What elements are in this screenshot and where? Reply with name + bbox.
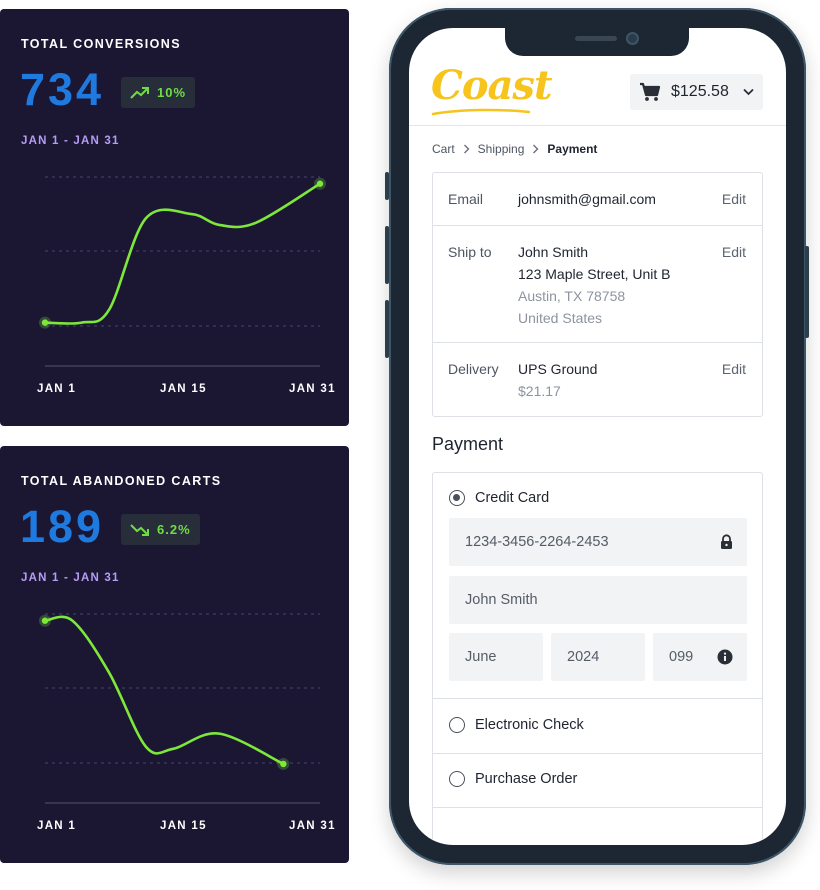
option-divider bbox=[433, 753, 762, 754]
radio-unselected-icon[interactable] bbox=[449, 771, 465, 787]
radio-unselected-icon[interactable] bbox=[449, 717, 465, 733]
chevron-right-icon bbox=[463, 144, 470, 154]
trend-up-icon bbox=[130, 86, 149, 99]
data-point bbox=[41, 617, 49, 624]
phone-power-button bbox=[805, 246, 809, 338]
breadcrumb-payment: Payment bbox=[547, 142, 598, 156]
option-purchase-order[interactable]: Purchase Order bbox=[433, 771, 762, 787]
phone-notch bbox=[505, 28, 689, 56]
front-camera bbox=[626, 32, 639, 45]
expiry-year-input[interactable]: 2024 bbox=[551, 633, 645, 681]
x-tick-label: JAN 31 bbox=[289, 383, 336, 395]
abandoned-carts-line-chart bbox=[39, 613, 320, 804]
summary-ship-to-row: Ship to John Smith 123 Maple Street, Uni… bbox=[433, 226, 762, 343]
shopping-cart-icon bbox=[640, 82, 661, 101]
abandoned-carts-value: 189 bbox=[20, 501, 105, 552]
info-icon[interactable] bbox=[717, 649, 733, 665]
cart-total-button[interactable]: $125.58 bbox=[630, 74, 763, 110]
phone-screen: Coast $125.58 Cart Shipping Payment Emai… bbox=[409, 28, 786, 845]
phone-volume-down bbox=[385, 300, 389, 358]
radio-selected-icon[interactable] bbox=[449, 490, 465, 506]
conversions-card: TOTAL CONVERSIONS 734 10% JAN 1 - JAN 31… bbox=[0, 9, 349, 426]
change-badge: 10% bbox=[121, 77, 196, 108]
x-tick-label: JAN 31 bbox=[289, 820, 336, 832]
coast-logo[interactable]: Coast bbox=[431, 62, 552, 109]
breadcrumb-shipping[interactable]: Shipping bbox=[477, 142, 525, 156]
phone-mute-switch bbox=[385, 172, 389, 200]
cvv-value: 099 bbox=[669, 649, 694, 665]
phone-volume-up bbox=[385, 226, 389, 284]
speaker-grille bbox=[575, 36, 617, 41]
x-tick-label: JAN 15 bbox=[160, 820, 207, 832]
option-divider bbox=[433, 698, 762, 699]
option-electronic-check[interactable]: Electronic Check bbox=[433, 717, 762, 733]
option-label: Credit Card bbox=[475, 490, 550, 506]
delivery-label: Delivery bbox=[448, 361, 499, 377]
conversions-value: 734 bbox=[20, 64, 105, 115]
edit-email-link[interactable]: Edit bbox=[721, 191, 746, 207]
option-credit-card[interactable]: Credit Card bbox=[433, 490, 762, 506]
conversions-line-chart bbox=[39, 176, 326, 367]
ship-to-label: Ship to bbox=[448, 244, 492, 260]
card-title: TOTAL CONVERSIONS bbox=[21, 37, 181, 51]
email-value: johnsmith@gmail.com bbox=[518, 191, 656, 207]
logo-underline-swash bbox=[431, 108, 531, 116]
app-header: Coast $125.58 bbox=[409, 56, 786, 126]
expiry-month-input[interactable]: June bbox=[449, 633, 543, 681]
payment-heading: Payment bbox=[432, 434, 504, 454]
cardholder-name-input[interactable]: John Smith bbox=[449, 576, 747, 624]
lock-icon bbox=[721, 534, 732, 549]
breadcrumb: Cart Shipping Payment bbox=[432, 142, 597, 156]
payment-options: Credit Card 1234-3456-2264-2453 John Smi… bbox=[432, 472, 763, 845]
x-tick-label: JAN 1 bbox=[37, 820, 77, 832]
change-badge: 6.2% bbox=[121, 514, 200, 545]
order-summary: Email johnsmith@gmail.com Edit Ship to J… bbox=[432, 172, 763, 417]
trend-down-icon bbox=[130, 523, 149, 536]
cvv-input[interactable]: 099 bbox=[653, 633, 747, 681]
chevron-down-icon bbox=[743, 88, 754, 96]
data-point bbox=[41, 319, 49, 326]
chevron-right-icon bbox=[533, 144, 539, 154]
abandoned-carts-card: TOTAL ABANDONED CARTS 189 6.2% JAN 1 - J… bbox=[0, 446, 349, 863]
x-tick-label: JAN 1 bbox=[37, 383, 77, 395]
expiry-month-value: June bbox=[465, 649, 497, 665]
series-line bbox=[43, 615, 285, 766]
ship-to-country: United States bbox=[518, 310, 603, 326]
card-number-input[interactable]: 1234-3456-2264-2453 bbox=[449, 518, 747, 566]
edit-ship-to-link[interactable]: Edit bbox=[721, 244, 746, 260]
change-percent: 10% bbox=[157, 85, 187, 100]
ship-to-name: John Smith bbox=[518, 244, 589, 260]
card-title: TOTAL ABANDONED CARTS bbox=[21, 474, 222, 488]
date-range: JAN 1 - JAN 31 bbox=[21, 135, 120, 147]
breadcrumb-cart[interactable]: Cart bbox=[432, 142, 455, 156]
expiry-year-value: 2024 bbox=[567, 649, 600, 665]
delivery-info: UPS Ground $21.17 bbox=[518, 358, 597, 402]
data-point bbox=[280, 760, 287, 768]
card-number-value: 1234-3456-2264-2453 bbox=[465, 534, 609, 550]
ship-to-city: Austin, TX 78758 bbox=[518, 288, 626, 304]
option-divider bbox=[433, 807, 762, 808]
option-label: Electronic Check bbox=[475, 717, 584, 733]
delivery-method: UPS Ground bbox=[518, 361, 598, 377]
delivery-price: $21.17 bbox=[518, 383, 561, 399]
cardholder-name-value: John Smith bbox=[465, 592, 538, 608]
email-label: Email bbox=[448, 191, 484, 207]
ship-to-street: 123 Maple Street, Unit B bbox=[518, 266, 671, 282]
series-line bbox=[43, 182, 322, 325]
ship-to-address: John Smith 123 Maple Street, Unit B Aust… bbox=[518, 241, 671, 329]
edit-delivery-link[interactable]: Edit bbox=[721, 361, 746, 377]
summary-email-row: Email johnsmith@gmail.com Edit bbox=[433, 173, 762, 226]
data-point bbox=[316, 180, 324, 187]
summary-delivery-row: Delivery UPS Ground $21.17 Edit bbox=[433, 343, 762, 418]
x-tick-label: JAN 15 bbox=[160, 383, 207, 395]
change-percent: 6.2% bbox=[157, 522, 191, 537]
option-label: Purchase Order bbox=[475, 771, 578, 787]
cart-total-amount: $125.58 bbox=[671, 83, 729, 100]
date-range: JAN 1 - JAN 31 bbox=[21, 572, 120, 584]
